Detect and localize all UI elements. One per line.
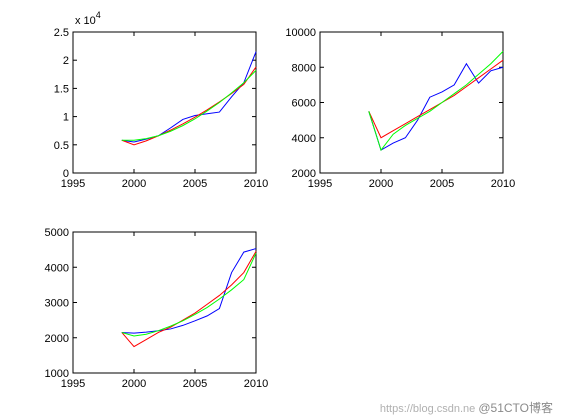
axes-box — [72, 31, 257, 174]
y-tick-label: 2000 — [292, 168, 316, 180]
x-tick-label: 2000 — [122, 178, 146, 190]
watermark-url: https://blog.csdn.ne — [379, 403, 476, 415]
y-tick-label: 1 — [63, 112, 69, 124]
series-line-2 — [121, 69, 257, 141]
y-tick-label: 2.5 — [54, 27, 69, 39]
y-tick-label: 2000 — [45, 333, 69, 345]
y-tick-label: 2 — [63, 55, 69, 67]
x-tick-label: 1995 — [61, 178, 85, 190]
x-tick-label: 2005 — [430, 178, 454, 190]
x-tick-label: 2000 — [369, 178, 393, 190]
series-line-1 — [121, 66, 257, 146]
series-line-2 — [368, 51, 504, 152]
x-tick-label: 2000 — [122, 378, 146, 390]
x-tick-label: 2010 — [491, 178, 515, 190]
x-tick-label: 1995 — [308, 178, 332, 190]
y-tick-label: 1000 — [45, 368, 69, 380]
y-tick-label: 0 — [63, 168, 69, 180]
x-tick-label: 2005 — [183, 378, 207, 390]
x-tick-label: 2010 — [244, 178, 268, 190]
series-line-2 — [121, 252, 257, 337]
subplot-bottom-left: 1995 2000 2005 2010 1000 2000 3000 4000 5000 — [45, 227, 269, 390]
subplot-top-left: 1995 2000 2005 2010 0 0.5 1 1.5 2 2.5 x 104 — [54, 10, 269, 190]
axes-box — [72, 231, 257, 374]
y-exponent-label: x 104 — [75, 10, 101, 27]
y-tick-label: 3000 — [45, 298, 69, 310]
series-line-0 — [368, 62, 504, 151]
y-tick-label: 6000 — [292, 98, 316, 110]
y-tick-label: 4000 — [292, 133, 316, 145]
x-tick-label: 2010 — [244, 378, 268, 390]
y-tick-label: 5000 — [45, 227, 69, 239]
series-line-0 — [121, 51, 257, 143]
watermark: https://blog.csdn.ne @51CTO博客 — [380, 399, 553, 416]
series-line-1 — [121, 251, 257, 348]
series-line-1 — [368, 59, 504, 139]
axes-box — [319, 31, 504, 174]
x-tick-label: 2005 — [183, 178, 207, 190]
y-tick-label: 1.5 — [54, 83, 69, 95]
series-line-0 — [121, 248, 257, 334]
y-tick-label: 4000 — [45, 262, 69, 274]
y-tick-label: 10000 — [285, 27, 316, 39]
y-tick-label: 8000 — [292, 62, 316, 74]
x-tick-label: 1995 — [61, 378, 85, 390]
watermark-brand: @51CTO博客 — [478, 401, 553, 415]
y-tick-label: 0.5 — [54, 140, 69, 152]
